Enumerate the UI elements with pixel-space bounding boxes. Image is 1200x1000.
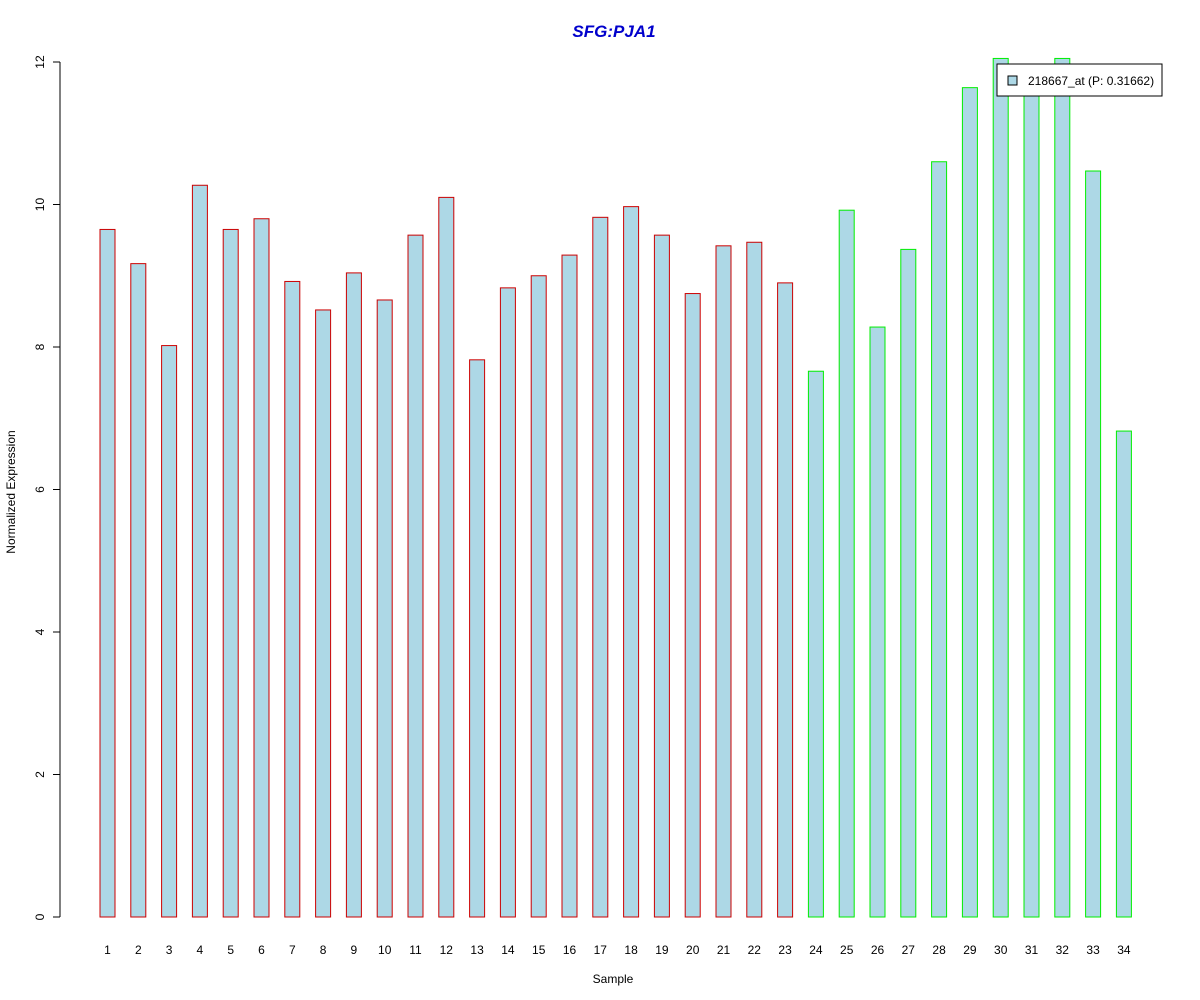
x-tick-label: 26 bbox=[871, 943, 885, 957]
y-tick-label: 4 bbox=[33, 628, 47, 635]
x-tick-label: 33 bbox=[1086, 943, 1100, 957]
x-tick-label: 2 bbox=[135, 943, 142, 957]
bars-group bbox=[99, 57, 1132, 918]
bar-sample-25 bbox=[838, 209, 855, 918]
x-tick-label: 27 bbox=[902, 943, 916, 957]
y-tick-label: 2 bbox=[33, 771, 47, 778]
bar-sample-11 bbox=[407, 234, 424, 918]
y-tick-label: 0 bbox=[33, 913, 47, 920]
y-tick-label: 12 bbox=[33, 55, 47, 69]
x-tick-label: 21 bbox=[717, 943, 731, 957]
x-tick-label: 7 bbox=[289, 943, 296, 957]
legend-swatch bbox=[1007, 75, 1018, 86]
bar-sample-29 bbox=[961, 87, 978, 918]
x-tick-label: 6 bbox=[258, 943, 265, 957]
legend-box bbox=[996, 63, 1163, 97]
bar-sample-28 bbox=[931, 161, 948, 918]
y-tick-label: 6 bbox=[33, 486, 47, 493]
y-tick-label: 10 bbox=[33, 198, 47, 212]
y-tick-label: 8 bbox=[33, 343, 47, 350]
bar-sample-7 bbox=[284, 280, 301, 918]
x-tick-label: 31 bbox=[1025, 943, 1039, 957]
bar-sample-10 bbox=[376, 299, 393, 918]
x-tick-label: 13 bbox=[470, 943, 484, 957]
bar-sample-15 bbox=[530, 275, 547, 918]
bar-sample-3 bbox=[161, 345, 178, 918]
x-tick-label: 25 bbox=[840, 943, 854, 957]
bar-sample-6 bbox=[253, 218, 270, 918]
bar-sample-18 bbox=[623, 206, 640, 918]
x-tick-label: 18 bbox=[624, 943, 638, 957]
bar-sample-20 bbox=[684, 293, 701, 918]
x-tick-label: 16 bbox=[563, 943, 577, 957]
x-tick-label: 12 bbox=[440, 943, 454, 957]
bar-sample-9 bbox=[345, 272, 362, 918]
x-tick-labels: 1 2 3 4 5 6 7 8 9 10 11 12 13 14 15 16 17 18 19 20 21 22 23 24 2… bbox=[104, 943, 1131, 957]
bar-sample-13 bbox=[469, 359, 486, 918]
bar-sample-27 bbox=[900, 248, 917, 918]
x-tick-label: 17 bbox=[594, 943, 608, 957]
x-tick-label: 20 bbox=[686, 943, 700, 957]
bar-sample-33 bbox=[1085, 170, 1102, 918]
x-tick-label: 9 bbox=[351, 943, 358, 957]
bar-sample-21 bbox=[715, 245, 732, 918]
y-axis-label: Normalized Expression bbox=[4, 430, 18, 553]
bar-sample-12 bbox=[438, 196, 455, 918]
x-tick-label: 1 bbox=[104, 943, 111, 957]
x-tick-label: 14 bbox=[501, 943, 515, 957]
bar-sample-2 bbox=[130, 263, 147, 918]
bar-sample-19 bbox=[653, 234, 670, 918]
x-tick-label: 28 bbox=[932, 943, 946, 957]
bar-sample-32 bbox=[1054, 57, 1071, 918]
bar-sample-22 bbox=[746, 241, 763, 918]
x-tick-label: 23 bbox=[778, 943, 792, 957]
bar-sample-30 bbox=[992, 57, 1009, 918]
x-tick-label: 15 bbox=[532, 943, 546, 957]
x-tick-label: 24 bbox=[809, 943, 823, 957]
bar-sample-23 bbox=[777, 282, 794, 918]
x-tick-label: 5 bbox=[227, 943, 234, 957]
x-tick-label: 3 bbox=[166, 943, 173, 957]
x-tick-label: 10 bbox=[378, 943, 392, 957]
y-axis: 0 2 4 6 8 10 12 bbox=[33, 55, 61, 920]
bar-sample-1 bbox=[99, 228, 116, 918]
bar-sample-31 bbox=[1023, 82, 1040, 918]
bar-sample-34 bbox=[1115, 430, 1132, 918]
chart-title: SFG:PJA1 bbox=[572, 22, 655, 41]
bar-sample-5 bbox=[222, 228, 239, 918]
legend: 218667_at (P: 0.31662) bbox=[996, 63, 1163, 97]
bar-sample-17 bbox=[592, 216, 609, 918]
x-tick-label: 32 bbox=[1056, 943, 1070, 957]
bar-sample-16 bbox=[561, 254, 578, 918]
bar-sample-26 bbox=[869, 326, 886, 918]
bar-sample-14 bbox=[499, 287, 516, 918]
bar-sample-8 bbox=[315, 309, 332, 918]
bar-sample-24 bbox=[807, 370, 824, 918]
bar-sample-4 bbox=[191, 184, 208, 918]
x-axis-label: Sample bbox=[593, 972, 634, 986]
x-tick-label: 29 bbox=[963, 943, 977, 957]
x-tick-label: 22 bbox=[748, 943, 762, 957]
x-tick-label: 19 bbox=[655, 943, 669, 957]
x-tick-label: 34 bbox=[1117, 943, 1131, 957]
x-tick-label: 8 bbox=[320, 943, 327, 957]
x-tick-label: 30 bbox=[994, 943, 1008, 957]
legend-entry-label: 218667_at (P: 0.31662) bbox=[1028, 74, 1154, 88]
x-tick-label: 4 bbox=[197, 943, 204, 957]
x-tick-label: 11 bbox=[409, 943, 422, 957]
